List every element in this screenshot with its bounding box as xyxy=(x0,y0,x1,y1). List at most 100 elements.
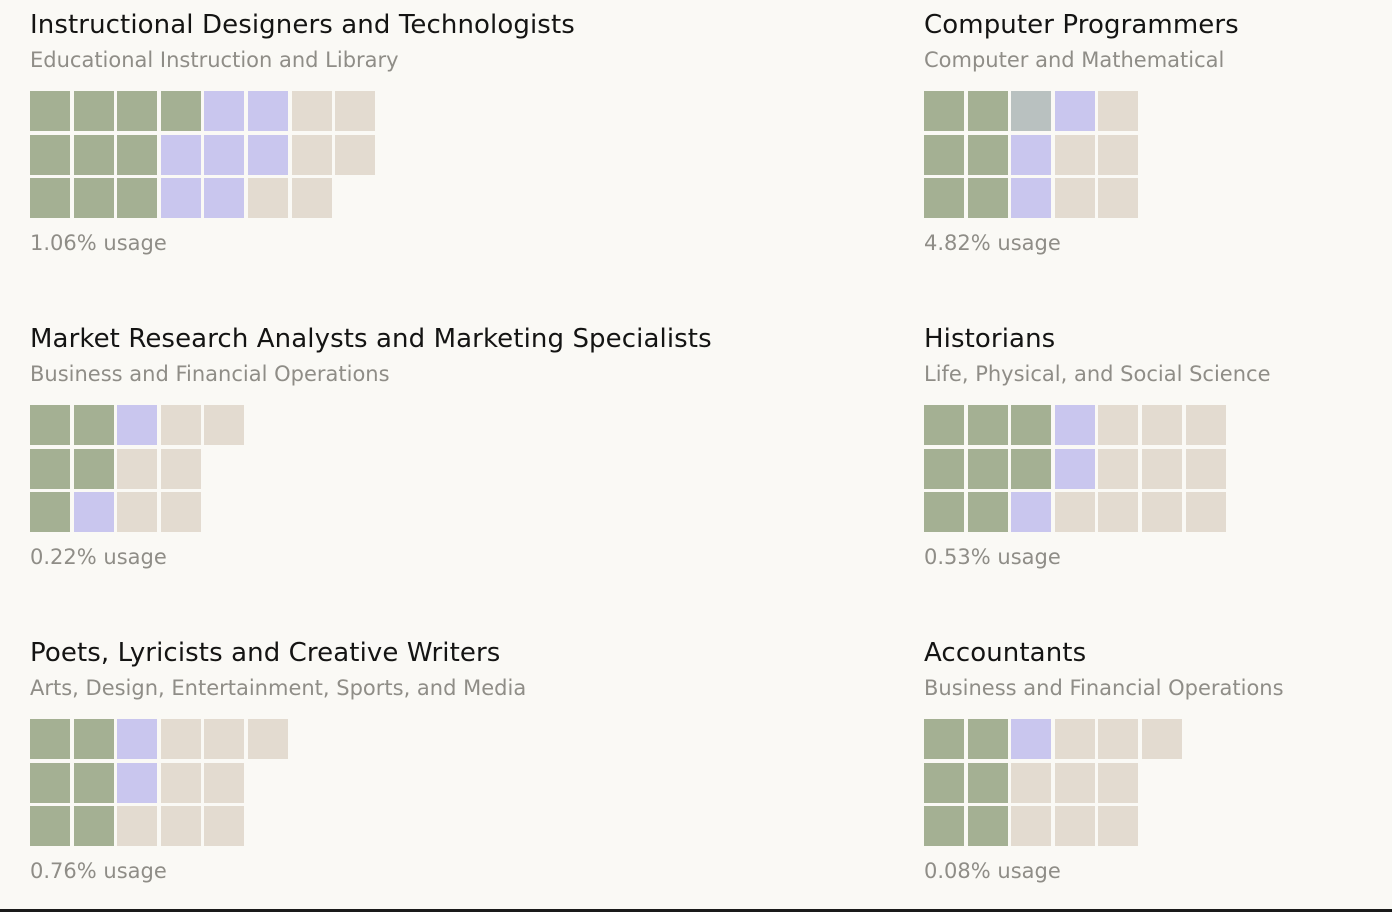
waffle-cell-beige xyxy=(291,178,332,219)
waffle-cell-beige xyxy=(1098,134,1139,175)
waffle-cell-beige xyxy=(335,134,376,175)
occupation-card: Accountants Business and Financial Opera… xyxy=(924,636,1324,885)
waffle-cell-purple xyxy=(73,492,114,533)
occupation-title: Historians xyxy=(924,324,1056,354)
waffle-grid xyxy=(924,405,1324,533)
waffle-cell-green xyxy=(73,178,114,219)
waffle-cell-beige xyxy=(1142,492,1182,533)
waffle-cell-beige xyxy=(1098,806,1139,847)
waffle-cell-green xyxy=(117,178,158,219)
waffle-cell-beige xyxy=(248,719,288,759)
waffle-grid xyxy=(30,719,430,847)
waffle-cell-beige xyxy=(160,405,201,445)
waffle-cell-green xyxy=(30,492,70,533)
waffle-cell-beige xyxy=(335,91,376,131)
waffle-cell-beige xyxy=(117,806,158,847)
waffle-cell-beige xyxy=(1098,91,1139,131)
waffle-cell-purple xyxy=(117,719,158,759)
waffle-cell-purple xyxy=(248,134,288,175)
waffle-cell-green xyxy=(967,448,1008,489)
waffle-cell-green xyxy=(73,91,114,131)
waffle-cell-beige xyxy=(160,492,201,533)
waffle-cell-beige xyxy=(160,762,201,803)
usage-label: 0.08% usage xyxy=(924,859,1061,883)
usage-label: 4.82% usage xyxy=(924,231,1061,255)
waffle-cell-green xyxy=(30,91,70,131)
waffle-cell-beige xyxy=(1011,762,1052,803)
waffle-cell-purple xyxy=(117,405,158,445)
waffle-cell-purple xyxy=(1011,492,1052,533)
waffle-cell-green xyxy=(924,719,964,759)
occupation-title: Market Research Analysts and Marketing S… xyxy=(30,324,712,354)
waffle-cell-beige xyxy=(117,448,158,489)
waffle-cell-beige xyxy=(1142,405,1182,445)
waffle-cell-beige xyxy=(1011,806,1052,847)
waffle-cell-green xyxy=(30,134,70,175)
waffle-cell-beige xyxy=(204,405,245,445)
waffle-cell-green xyxy=(30,806,70,847)
usage-label: 0.53% usage xyxy=(924,545,1061,569)
waffle-cell-beige xyxy=(160,448,201,489)
waffle-cell-green xyxy=(73,806,114,847)
waffle-cell-beige xyxy=(1185,492,1226,533)
waffle-cell-beige xyxy=(1054,719,1095,759)
waffle-cell-green xyxy=(967,91,1008,131)
waffle-cell-green xyxy=(73,134,114,175)
waffle-cell-green xyxy=(30,762,70,803)
waffle-cell-beige xyxy=(248,178,288,219)
waffle-cell-beige xyxy=(1054,178,1095,219)
waffle-cell-purple xyxy=(248,91,288,131)
waffle-cell-purple xyxy=(160,178,201,219)
waffle-cell-green xyxy=(924,492,964,533)
waffle-cell-beige xyxy=(291,91,332,131)
waffle-cell-green xyxy=(30,448,70,489)
usage-label: 0.76% usage xyxy=(30,859,167,883)
waffle-grid xyxy=(30,91,430,219)
waffle-cell-purple xyxy=(117,762,158,803)
waffle-cell-beige xyxy=(117,492,158,533)
waffle-cell-purple xyxy=(1011,719,1052,759)
waffle-cell-green xyxy=(117,91,158,131)
waffle-cell-beige xyxy=(1054,492,1095,533)
waffle-cell-beige xyxy=(204,806,245,847)
usage-label: 0.22% usage xyxy=(30,545,167,569)
waffle-cell-beige xyxy=(1142,448,1182,489)
waffle-cell-beige xyxy=(1054,134,1095,175)
waffle-cell-beige xyxy=(160,806,201,847)
waffle-cell-green xyxy=(924,178,964,219)
waffle-cell-beige xyxy=(1098,762,1139,803)
waffle-grid xyxy=(924,719,1324,847)
waffle-cell-beige xyxy=(1185,448,1226,489)
occupation-title: Poets, Lyricists and Creative Writers xyxy=(30,638,501,668)
waffle-cell-green xyxy=(967,762,1008,803)
waffle-cell-green xyxy=(924,448,964,489)
occupation-card: Computer Programmers Computer and Mathem… xyxy=(924,8,1324,257)
waffle-cell-beige xyxy=(1054,762,1095,803)
waffle-cell-beige xyxy=(1098,405,1139,445)
waffle-cell-beige xyxy=(204,719,245,759)
waffle-cell-beige xyxy=(291,134,332,175)
occupation-category: Computer and Mathematical xyxy=(924,48,1225,72)
waffle-cell-beige xyxy=(1098,178,1139,219)
occupation-card: Instructional Designers and Technologist… xyxy=(30,8,575,257)
waffle-grid xyxy=(924,91,1324,219)
occupation-category: Arts, Design, Entertainment, Sports, and… xyxy=(30,676,527,700)
waffle-cell-gray xyxy=(1011,91,1052,131)
waffle-cell-green xyxy=(924,134,964,175)
waffle-cell-green xyxy=(967,405,1008,445)
waffle-cell-green xyxy=(1011,448,1052,489)
waffle-cell-green xyxy=(967,178,1008,219)
occupation-card: Market Research Analysts and Marketing S… xyxy=(30,322,712,571)
waffle-cell-green xyxy=(73,719,114,759)
waffle-cell-green xyxy=(924,806,964,847)
waffle-grid xyxy=(30,405,430,533)
occupation-title: Computer Programmers xyxy=(924,10,1239,40)
waffle-cell-green xyxy=(924,762,964,803)
waffle-cell-beige xyxy=(1054,806,1095,847)
waffle-cell-beige xyxy=(1098,448,1139,489)
waffle-cell-purple xyxy=(204,178,245,219)
waffle-cell-green xyxy=(73,762,114,803)
waffle-cell-green xyxy=(73,405,114,445)
waffle-cell-beige xyxy=(204,762,245,803)
occupation-category: Business and Financial Operations xyxy=(30,362,390,386)
